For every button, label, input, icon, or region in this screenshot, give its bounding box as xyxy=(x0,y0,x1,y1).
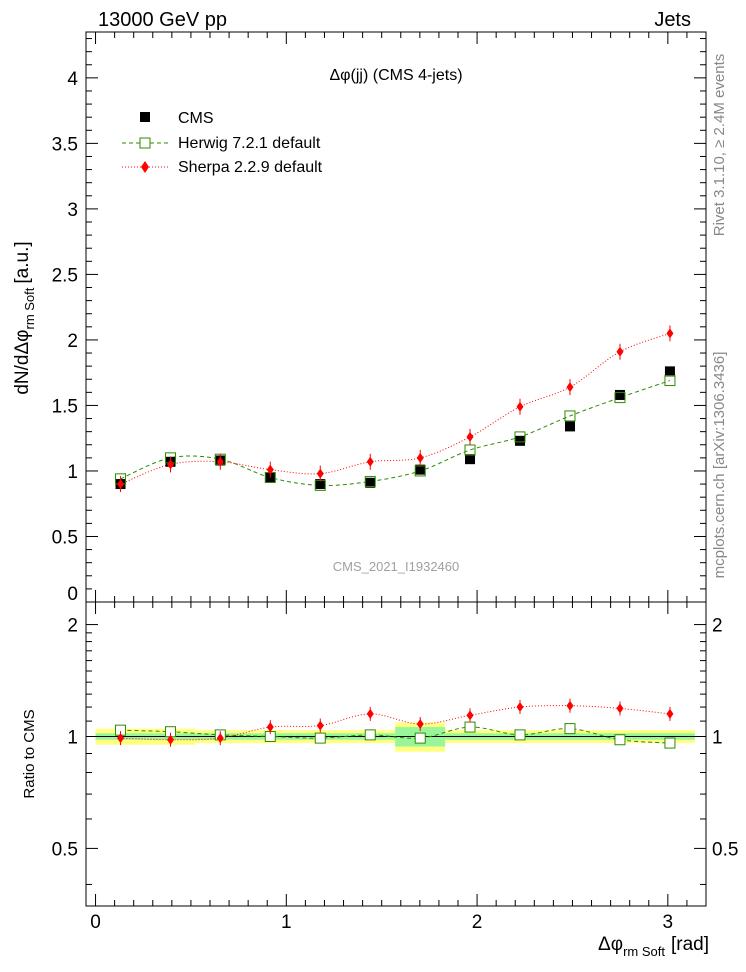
main-ytick-label: 0 xyxy=(67,584,78,605)
main-ytick-label: 1.5 xyxy=(52,396,78,417)
xtick-label: 0 xyxy=(90,912,101,933)
ratio-ytick-label-right: 1 xyxy=(712,727,723,748)
xtick-label: 2 xyxy=(472,912,483,933)
legend: CMS Herwig 7.2.1 default Sherpa 2.2.9 de… xyxy=(122,110,323,176)
legend-marker-sherpa xyxy=(141,161,149,173)
main-ytick-label: 3 xyxy=(67,200,78,221)
data-point-herwig xyxy=(664,375,676,387)
ratio-point-herwig xyxy=(514,729,526,741)
ratio-point-sherpa xyxy=(366,708,374,719)
analysis-watermark: CMS_2021_I1932460 xyxy=(333,559,460,574)
ratio-point-herwig xyxy=(314,732,326,744)
ratio-point-herwig xyxy=(664,737,676,749)
series-line-herwig xyxy=(120,380,671,486)
data-point-cms xyxy=(564,421,575,432)
ratio-point-sherpa xyxy=(216,733,224,744)
xtick-label: 1 xyxy=(281,912,292,933)
ratio-point-sherpa xyxy=(666,708,674,719)
ratio-point-sherpa xyxy=(167,734,175,745)
data-point-sherpa xyxy=(466,431,474,442)
data-point-herwig xyxy=(414,465,426,477)
data-point-sherpa xyxy=(316,468,324,479)
xlabel-unit: [rad] xyxy=(671,934,709,955)
data-point-cms xyxy=(315,479,326,490)
legend-marker-herwig xyxy=(139,137,151,149)
data-point-herwig xyxy=(614,392,626,404)
data-point-cms xyxy=(365,477,376,488)
ratio-point-herwig xyxy=(564,723,576,735)
ratio-frame xyxy=(85,601,707,907)
data-point-sherpa xyxy=(167,459,175,470)
data-point-sherpa xyxy=(666,328,674,339)
data-point-herwig xyxy=(514,431,526,443)
ratio-point-herwig xyxy=(364,729,376,741)
data-point-herwig xyxy=(564,410,576,422)
ratio-point-sherpa xyxy=(266,722,274,733)
ratio-point-sherpa xyxy=(416,719,424,730)
side-label-rivet: Rivet 3.1.10, ≥ 2.4M events xyxy=(711,54,728,237)
data-point-sherpa xyxy=(416,452,424,463)
data-point-sherpa xyxy=(566,382,574,393)
ratio-point-herwig xyxy=(414,732,426,744)
xlabel-sub: rm Soft xyxy=(623,944,665,959)
ratio-point-sherpa xyxy=(516,702,524,713)
data-point-cms xyxy=(664,366,675,377)
data-point-herwig xyxy=(364,475,376,487)
ratio-ytick-label-right: 0.5 xyxy=(712,839,738,860)
ratio-ytick-label: 2 xyxy=(67,616,78,637)
data-point-sherpa xyxy=(366,456,374,467)
legend-label-sherpa: Sherpa 2.2.9 default xyxy=(178,159,323,176)
main-ytick-label: 3.5 xyxy=(52,134,78,155)
header-energy-label: 13000 GeV pp xyxy=(98,9,227,31)
main-ytick-label: 2.5 xyxy=(52,265,78,286)
main-ylabel-sub: rm Soft xyxy=(22,287,37,329)
data-point-sherpa xyxy=(216,456,224,467)
data-point-cms xyxy=(415,464,426,475)
main-ylabel-main: dN/dΔφ xyxy=(12,330,33,395)
legend-marker-cms xyxy=(140,112,150,122)
ratio-ytick-label-right: 2 xyxy=(712,616,723,637)
main-ytick-label: 4 xyxy=(67,69,78,90)
ratio-point-sherpa xyxy=(466,710,474,721)
data-point-cms xyxy=(614,389,625,400)
main-ytick-label: 1 xyxy=(67,462,78,483)
data-point-sherpa xyxy=(516,401,524,412)
main-ytick-label: 0.5 xyxy=(52,527,78,548)
ratio-point-sherpa xyxy=(566,700,574,711)
ratio-point-sherpa xyxy=(117,733,125,744)
ratio-point-sherpa xyxy=(616,703,624,714)
data-point-herwig xyxy=(464,444,476,456)
data-point-cms xyxy=(515,435,525,446)
xlabel-main: Δφ xyxy=(598,934,623,955)
ratio-point-sherpa xyxy=(316,720,324,731)
main-ylabel: dN/dΔφrm Soft [a.u.] xyxy=(12,241,37,394)
ratio-ytick-label: 1 xyxy=(67,727,78,748)
svg-text:dN/dΔφrm Soft[a.u.]: dN/dΔφrm Soft [a.u.] xyxy=(12,241,37,394)
ratio-point-herwig xyxy=(614,734,626,746)
ratio-line-sherpa xyxy=(120,705,670,741)
data-point-sherpa xyxy=(117,479,125,490)
header-process-label: Jets xyxy=(654,9,691,31)
data-point-sherpa xyxy=(616,346,624,357)
ratio-panel: 0.5 0.5 1 1 2 2 xyxy=(52,601,738,907)
data-point-sherpa xyxy=(266,464,274,475)
main-ytick-label: 2 xyxy=(67,331,78,352)
xlabel: Δφrm Soft [rad] xyxy=(598,934,709,959)
side-label-mcplots: mcplots.cern.ch [arXiv:1306.3436] xyxy=(711,352,728,579)
ratio-point-herwig xyxy=(464,721,476,733)
data-point-cms xyxy=(465,454,476,465)
main-panel: 0 0.5 1 1.5 2 2.5 3 3.5 4 Δφ(jj) (CMS 4-jets) CM… xyxy=(52,31,707,605)
main-ylabel-unit: [a.u.] xyxy=(12,241,33,283)
ratio-ylabel: Ratio to CMS xyxy=(21,709,38,798)
chart-title: Δφ(jj) (CMS 4-jets) xyxy=(329,67,462,84)
ratio-ytick-label: 0.5 xyxy=(52,839,78,860)
xtick-label: 3 xyxy=(663,912,674,933)
series-line-sherpa xyxy=(120,332,671,485)
legend-label-herwig: Herwig 7.2.1 default xyxy=(178,135,321,152)
legend-label-cms: CMS xyxy=(178,110,214,127)
